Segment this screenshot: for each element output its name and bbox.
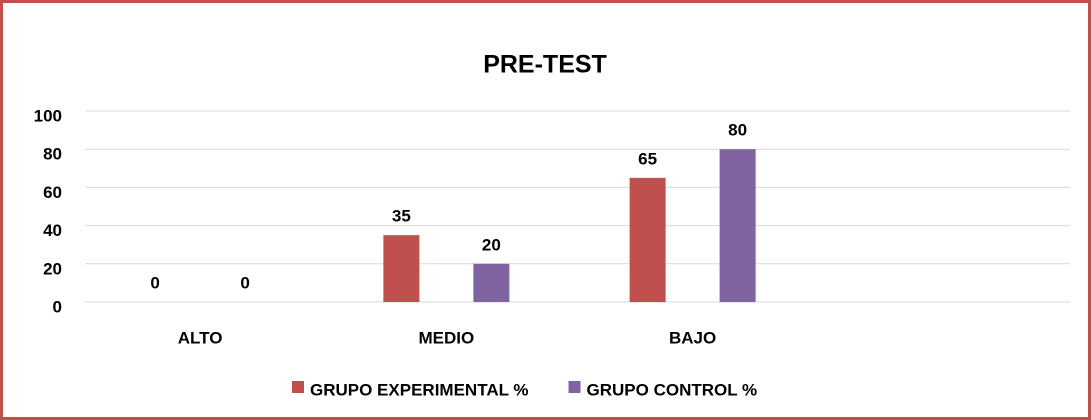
x-tick-label: BAJO (669, 328, 716, 347)
bar (629, 177, 666, 302)
legend-swatch (568, 381, 581, 393)
y-tick-label: 0 (53, 297, 62, 316)
legend-label: GRUPO EXPERIMENTAL % (310, 380, 529, 399)
data-label: 80 (728, 121, 747, 140)
y-tick-label: 40 (43, 221, 62, 240)
y-tick-label: 100 (34, 106, 62, 125)
y-tick-label: 60 (43, 183, 62, 202)
legend-swatch (292, 381, 304, 393)
y-tick-label: 80 (43, 145, 62, 164)
legend-label: GRUPO CONTROL % (587, 380, 758, 399)
x-tick-label: ALTO (178, 328, 223, 347)
chart-title: PRE-TEST (483, 51, 607, 79)
x-tick-label: MEDIO (419, 328, 475, 347)
bar (719, 149, 756, 302)
data-label: 20 (482, 235, 501, 254)
data-label: 65 (638, 149, 657, 168)
bar (473, 263, 510, 302)
data-label: 0 (240, 273, 249, 292)
y-tick-label: 20 (43, 259, 62, 278)
bar (383, 235, 420, 302)
data-label: 35 (392, 207, 411, 226)
data-label: 0 (150, 273, 159, 292)
